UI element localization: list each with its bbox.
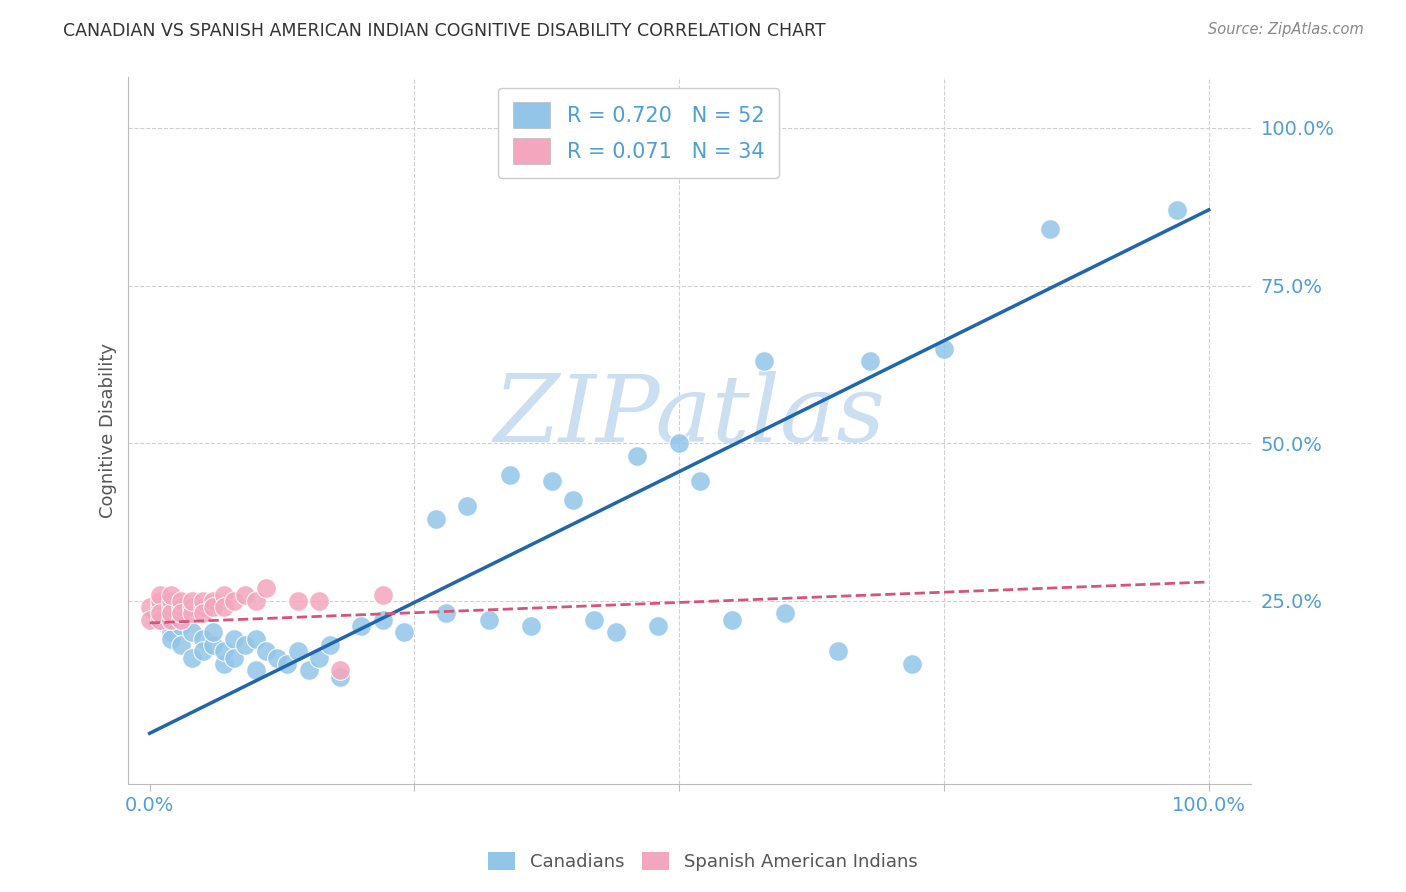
Point [181,625,204,640]
Point [583,613,606,627]
Point [138,600,160,615]
Point [499,467,522,482]
Point [308,594,330,608]
Point [233,588,256,602]
Point [191,632,214,646]
Point [1166,202,1188,217]
Point [392,625,415,640]
Point [170,638,193,652]
Point [181,607,204,621]
Point [605,625,627,640]
Legend: R = 0.720   N = 52, R = 0.071   N = 34: R = 0.720 N = 52, R = 0.071 N = 34 [498,87,779,178]
Point [138,613,160,627]
Point [477,613,499,627]
Point [287,644,309,658]
Text: CANADIAN VS SPANISH AMERICAN INDIAN COGNITIVE DISABILITY CORRELATION CHART: CANADIAN VS SPANISH AMERICAN INDIAN COGN… [63,22,825,40]
Point [233,638,256,652]
Point [425,512,447,526]
Point [181,650,204,665]
Point [626,449,648,463]
Point [689,474,711,488]
Point [308,650,330,665]
Point [329,663,352,677]
Legend: Canadians, Spanish American Indians: Canadians, Spanish American Indians [481,845,925,879]
Point [245,594,267,608]
Point [1039,221,1062,235]
Point [160,613,183,627]
Point [191,600,214,615]
Point [668,436,690,450]
Y-axis label: Cognitive Disability: Cognitive Disability [100,343,117,518]
Point [202,625,225,640]
Point [202,594,225,608]
Point [647,619,669,633]
Point [212,644,235,658]
Point [170,600,193,615]
Point [245,663,267,677]
Point [170,607,193,621]
Point [170,613,193,627]
Point [901,657,924,671]
Point [773,607,796,621]
Point [224,650,246,665]
Point [541,474,564,488]
Point [212,657,235,671]
Point [160,588,183,602]
Point [160,600,183,615]
Point [859,354,882,368]
Point [212,600,235,615]
Point [318,638,340,652]
Point [149,607,172,621]
Point [456,500,478,514]
Point [254,644,277,658]
Point [371,588,394,602]
Point [245,632,267,646]
Point [254,581,277,595]
Point [202,600,225,615]
Point [149,613,172,627]
Point [721,613,744,627]
Text: Source: ZipAtlas.com: Source: ZipAtlas.com [1208,22,1364,37]
Point [520,619,543,633]
Point [371,613,394,627]
Point [752,354,775,368]
Point [224,632,246,646]
Point [181,600,204,615]
Point [160,625,183,640]
Point [562,493,585,508]
Point [212,588,235,602]
Point [434,607,457,621]
Point [181,594,204,608]
Point [149,600,172,615]
Point [276,657,298,671]
Point [224,594,246,608]
Point [329,669,352,683]
Point [350,619,373,633]
Point [191,607,214,621]
Point [297,663,319,677]
Point [932,342,955,356]
Point [149,588,172,602]
Point [191,644,214,658]
Point [266,650,288,665]
Text: ZIPatlas: ZIPatlas [494,371,886,461]
Point [287,594,309,608]
Point [202,638,225,652]
Point [160,594,183,608]
Point [170,619,193,633]
Point [149,594,172,608]
Point [149,613,172,627]
Point [160,632,183,646]
Point [160,607,183,621]
Point [191,594,214,608]
Point [827,644,849,658]
Point [170,594,193,608]
